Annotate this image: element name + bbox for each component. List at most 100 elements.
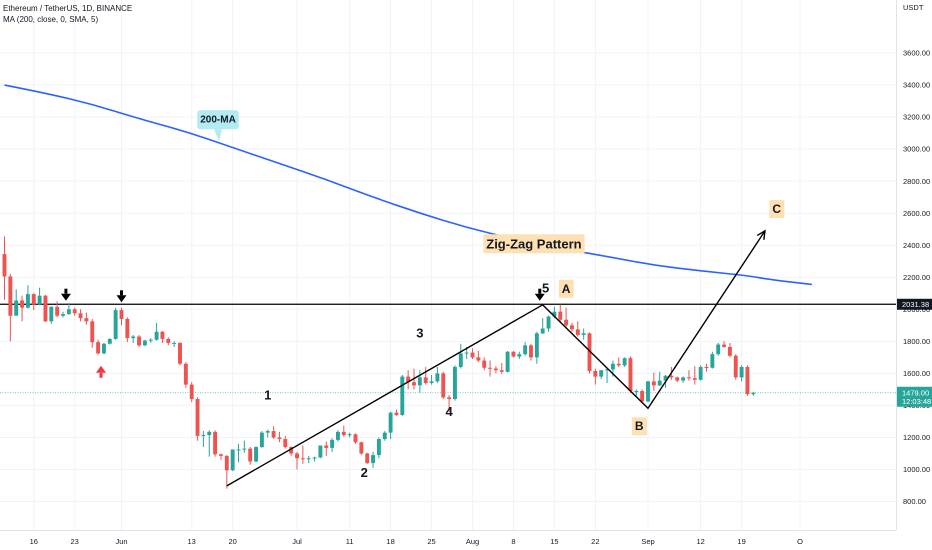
price-tick-label: 1800.00 (903, 337, 930, 346)
countdown-timer: 12:03:48 (902, 397, 931, 406)
time-tick-label: Jun (115, 537, 127, 546)
candle-body (669, 375, 674, 378)
candle (599, 370, 604, 379)
candle-body (745, 366, 750, 395)
candle-body (388, 412, 393, 433)
candle (318, 445, 323, 459)
candle-body (733, 355, 738, 378)
candle-body (195, 399, 200, 436)
candle (259, 431, 264, 448)
candle-body (382, 432, 387, 440)
candle-body (283, 439, 288, 448)
candle (213, 430, 218, 457)
candle (429, 374, 434, 385)
candle-body (646, 381, 650, 402)
candle (628, 356, 633, 393)
candle (692, 366, 697, 385)
candle-body (698, 366, 703, 380)
time-tick-label: Jul (292, 537, 302, 546)
price-tick-label: 2400.00 (903, 241, 930, 250)
candle (733, 354, 738, 380)
time-tick-label: 16 (30, 537, 38, 546)
candle-body (189, 384, 194, 400)
candle (37, 287, 42, 306)
time-tick-label: 15 (550, 537, 558, 546)
candle (131, 334, 136, 343)
candle (142, 339, 147, 347)
candle (739, 365, 744, 382)
candle (376, 437, 381, 459)
candle (622, 357, 627, 367)
candle-body (546, 316, 551, 329)
candle (458, 343, 463, 369)
candle (698, 365, 703, 381)
candle-body (90, 321, 95, 343)
candle (453, 365, 457, 401)
arrow-shaft (120, 290, 123, 296)
candle-body (353, 434, 358, 443)
candle (675, 376, 680, 383)
candle (423, 366, 428, 385)
candle-body (435, 373, 440, 382)
candle (72, 307, 77, 316)
tag-label: 200-MA (200, 114, 236, 125)
candle (394, 409, 399, 416)
candle (546, 315, 551, 332)
candle (8, 274, 13, 342)
candle-body (570, 325, 574, 330)
candle-body (318, 445, 323, 458)
candle-body (84, 318, 89, 322)
price-tick-label: 1200.00 (903, 433, 930, 442)
tag-label: C (772, 202, 781, 216)
resistance-price-label: 2031.38 (897, 298, 932, 310)
candle-body (102, 343, 106, 354)
down-arrow-marker (60, 288, 71, 301)
candle (61, 311, 65, 318)
candle-body (2, 254, 7, 277)
candle-body (581, 333, 586, 335)
zigzag-drawing (226, 229, 766, 487)
candle (646, 380, 650, 403)
candle-body (359, 442, 364, 454)
candle-body (394, 412, 399, 416)
tag-background (769, 200, 785, 219)
candle (558, 304, 563, 323)
candle-body (412, 382, 416, 386)
candle (722, 341, 726, 348)
ma-200-line (4, 84, 812, 286)
candle (488, 360, 492, 377)
candle-body (534, 333, 539, 358)
candle-body (183, 363, 188, 385)
time-tick-label: Aug (466, 537, 479, 546)
arrow-shaft (99, 372, 103, 378)
candle-body (616, 363, 621, 366)
candle-body (66, 309, 71, 315)
candle (388, 411, 393, 440)
candle-body (464, 352, 469, 354)
candle (78, 309, 83, 322)
price-axis[interactable]: USDT800.001000.001200.001400.001600.0018… (896, 0, 932, 550)
candle-body (61, 314, 65, 316)
wave-label: 3 (416, 326, 423, 341)
candle-body (265, 431, 270, 433)
candle-body (259, 432, 264, 448)
arrow-head (534, 293, 545, 301)
candle-body (107, 338, 112, 344)
price-tick-label: 800.00 (903, 497, 926, 506)
indicator-title[interactable]: MA (200, close, 0, SMA, 5) (3, 15, 99, 24)
candle (417, 370, 422, 393)
candle-body (523, 345, 528, 355)
symbol-title[interactable]: Ethereum / TetherUS, 1D, BINANCE (3, 4, 133, 13)
time-axis[interactable]: 16 23 Jun 13 20 Jul 11 18 25 Aug 8 15 22 Sep 12 19 O (0, 530, 896, 550)
candle (751, 391, 756, 396)
tag-label: B (635, 419, 644, 433)
candle-body (622, 358, 627, 366)
candle-body (31, 294, 36, 305)
candle-body (160, 331, 165, 339)
candle-body (634, 391, 639, 393)
candle-body (476, 357, 481, 361)
candle (540, 318, 545, 335)
candle (148, 338, 153, 343)
zigzag-line (226, 230, 766, 487)
